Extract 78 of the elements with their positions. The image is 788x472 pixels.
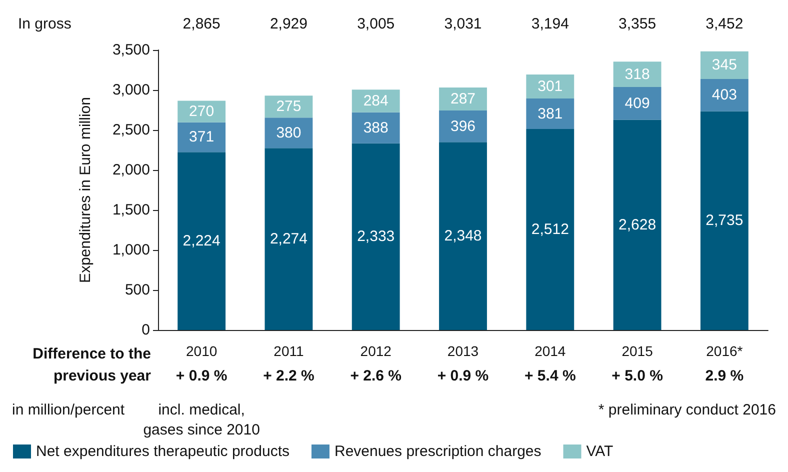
text: In gross: [18, 16, 72, 32]
x-tick-label: 2016*: [706, 343, 744, 359]
bar: [526, 74, 574, 99]
legend-label: Net expenditures therapeutic products: [36, 443, 290, 460]
y-tick-label: 3,500: [112, 42, 150, 58]
text: 2,929: [270, 16, 308, 32]
x-tick-label: 2015: [622, 343, 654, 359]
bar: [439, 110, 487, 142]
y-tick-label: 1,500: [112, 202, 150, 218]
data-label: 396: [450, 118, 476, 135]
text: + 5.0 %: [612, 368, 663, 384]
text: + 5.4 %: [524, 368, 576, 384]
data-label: 380: [276, 124, 302, 142]
data-label: 345: [712, 56, 737, 74]
bar: [352, 90, 400, 112]
bar: [264, 118, 313, 148]
x-tick-label: 2013: [447, 343, 479, 359]
y-tick-label: 500: [124, 282, 150, 298]
text: * preliminary conduct 2016: [598, 402, 776, 418]
y-tick-label: 2,000: [112, 162, 150, 178]
text: + 0.9 %: [437, 368, 489, 384]
y-tick-label: 2,500: [112, 122, 150, 138]
data-label: 2,735: [706, 212, 744, 230]
legend-label: VAT: [586, 443, 614, 460]
data-label: 403: [712, 86, 737, 104]
data-label: 2,512: [531, 221, 569, 238]
bar: [700, 51, 748, 79]
data-label: 318: [624, 66, 650, 83]
bar: [178, 152, 226, 330]
data-label: 409: [624, 94, 650, 112]
bar: [613, 87, 662, 120]
data-label: 371: [189, 128, 214, 146]
text: in million/percent: [12, 402, 126, 418]
data-label: 270: [189, 103, 214, 120]
data-label: 284: [363, 92, 388, 110]
data-label: 287: [450, 90, 476, 108]
x-tick-label: 2014: [534, 343, 566, 359]
text: 3,452: [706, 16, 744, 32]
data-label: 2,224: [182, 232, 220, 250]
bar: [613, 120, 662, 330]
y-tick-label: 0: [142, 322, 150, 338]
x-tick-label: 2010: [186, 343, 218, 359]
y-axis-title: Expenditures in Euro million: [77, 97, 94, 283]
text: + 0.9 %: [176, 368, 228, 384]
bar: [613, 62, 662, 88]
data-label: 388: [363, 119, 388, 136]
data-label: 301: [538, 78, 563, 96]
bar: [439, 88, 487, 110]
text: 3,355: [618, 16, 656, 32]
data-label: 381: [538, 105, 563, 122]
x-tick-label: 2012: [360, 343, 392, 359]
text: Difference to the previous year: [32, 346, 152, 384]
text: 2,865: [182, 16, 220, 32]
data-label: 275: [276, 98, 302, 116]
text: incl. medical, gases since 2010: [143, 402, 260, 438]
text: 3,005: [357, 16, 395, 32]
bar: [352, 112, 400, 144]
text: + 2.6 %: [350, 368, 402, 384]
x-tick-label: 2011: [274, 343, 304, 359]
text: 3,031: [444, 16, 482, 32]
bar: [700, 78, 748, 112]
bar: [178, 122, 226, 152]
text: 3,194: [531, 16, 569, 32]
y-tick-label: 1,000: [112, 242, 150, 258]
text: + 2.2 %: [263, 368, 314, 384]
text: 2.9 %: [705, 368, 744, 384]
bar: [264, 148, 313, 330]
bar: [439, 142, 487, 330]
data-label: 2,333: [357, 228, 395, 246]
data-label: 2,348: [444, 228, 482, 245]
data-label: 2,274: [270, 230, 308, 248]
bar: [526, 98, 574, 130]
legend-label: Revenues prescription charges: [334, 443, 542, 460]
y-tick-label: 3,000: [112, 82, 150, 98]
bar: [352, 143, 400, 330]
data-label: 2,628: [618, 216, 656, 234]
bar: [700, 111, 748, 330]
bar: [526, 129, 574, 330]
